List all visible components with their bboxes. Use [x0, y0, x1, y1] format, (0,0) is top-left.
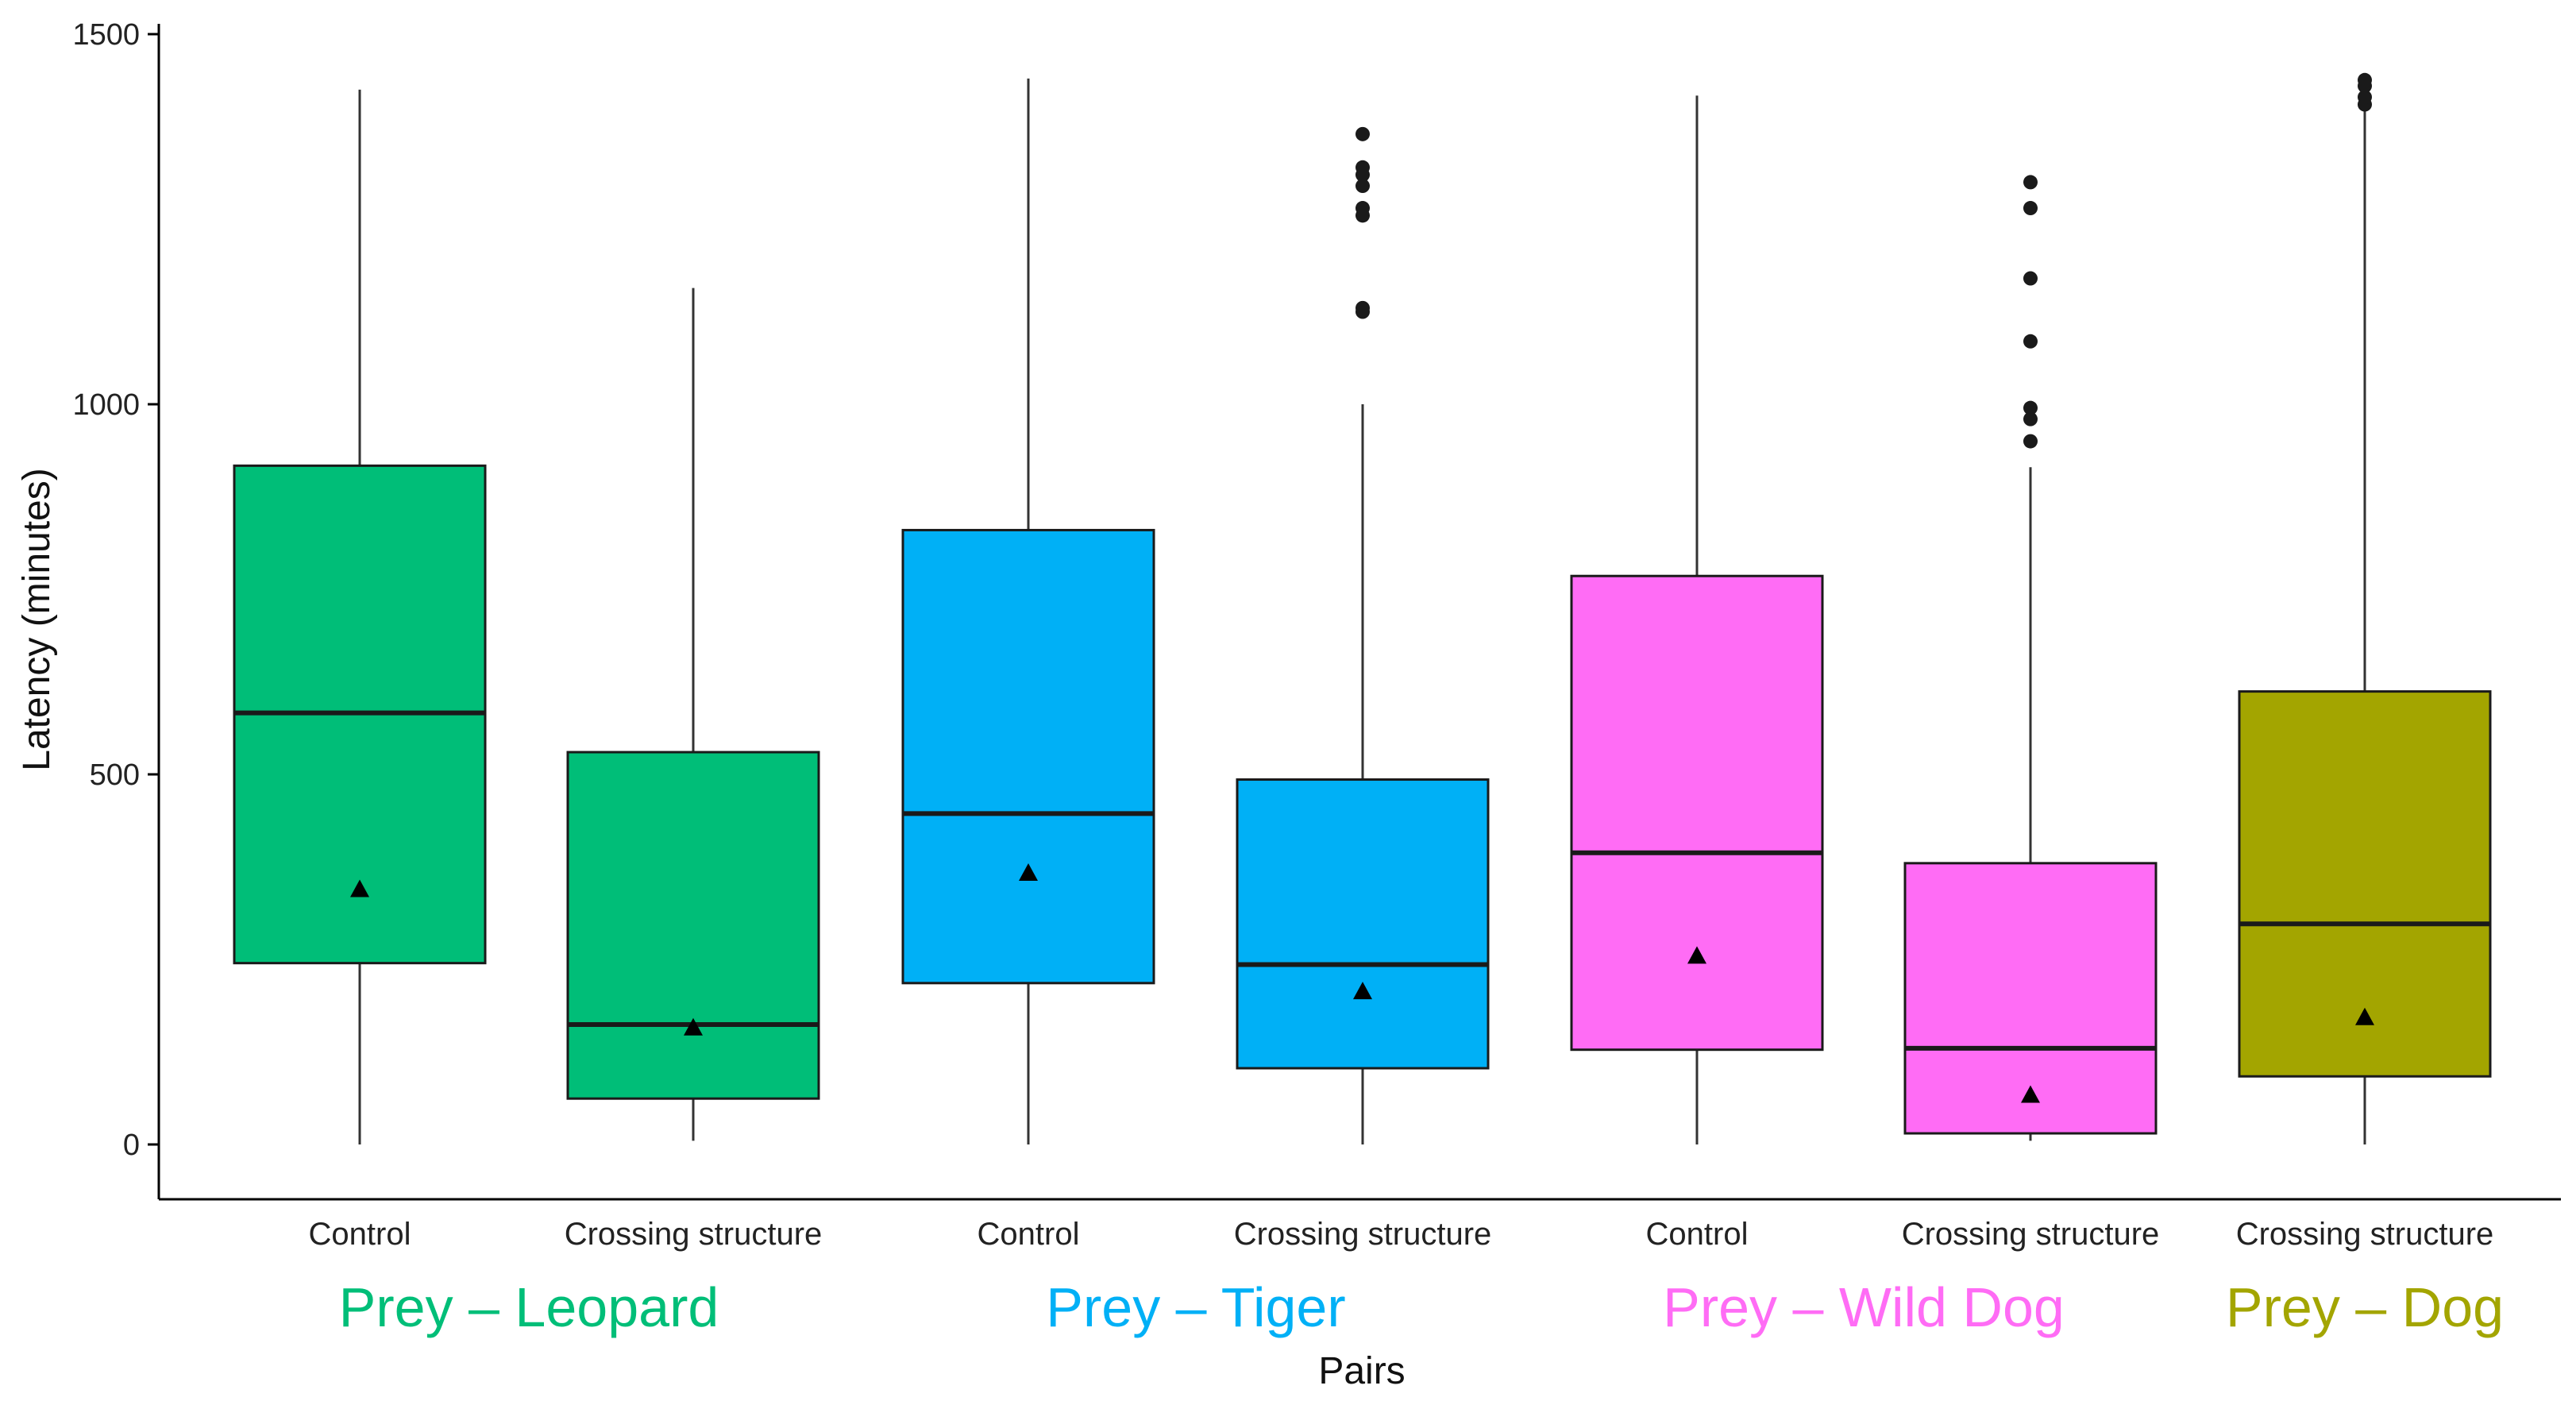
outlier-point [2023, 201, 2038, 216]
outlier-point [2023, 400, 2038, 415]
box-7 [2238, 72, 2492, 1144]
group-label: Prey – Tiger [1046, 1276, 1345, 1338]
outlier-point [2023, 334, 2038, 349]
box-3 [901, 78, 1155, 1144]
x-axis-title: Pairs [1318, 1350, 1405, 1392]
mean-triangle-marker [1353, 982, 1372, 1000]
iqr-box [1570, 574, 1824, 1052]
x-category-label: Crossing structure [1234, 1217, 1492, 1252]
iqr-box [1236, 778, 1490, 1070]
y-axis: 0 500 1000 1500 [72, 18, 160, 1199]
x-axis: Control Crossing structure Control Crossing… [159, 1198, 2561, 1252]
mean-triangle-marker [1019, 863, 1038, 881]
box-2 [566, 288, 820, 1141]
box-6 [1903, 175, 2158, 1141]
box-4 [1236, 126, 1490, 1144]
iqr-box [566, 751, 820, 1100]
iqr-box [901, 528, 1155, 985]
y-tick-label: 1000 [72, 388, 140, 422]
mean-triangle-marker [684, 1017, 703, 1036]
y-tick-label: 500 [90, 758, 140, 792]
group-labels: Prey – Leopard Prey – Tiger Prey – Wild Do… [339, 1276, 2504, 1338]
box-5 [1570, 95, 1824, 1144]
mean-triangle-marker [2021, 1085, 2040, 1103]
x-category-label: Control [1646, 1217, 1749, 1252]
outlier-point [1355, 179, 1370, 194]
outlier-point [2358, 72, 2372, 87]
mean-triangle-marker [2355, 1007, 2374, 1025]
mean-triangle-marker [350, 879, 369, 897]
y-axis-title: Latency (minutes) [16, 468, 58, 771]
outlier-point [2023, 411, 2038, 426]
box-1 [233, 89, 487, 1144]
x-category-label: Crossing structure [1902, 1217, 2160, 1252]
x-category-label: Control [309, 1217, 411, 1252]
outlier-point [2023, 434, 2038, 449]
outlier-point [1355, 300, 1370, 315]
outlier-point [1355, 201, 1370, 216]
outlier-point [1355, 126, 1370, 141]
x-category-label: Control [978, 1217, 1080, 1252]
y-tick-label: 1500 [72, 18, 140, 52]
group-label: Prey – Wild Dog [1663, 1276, 2065, 1338]
outlier-point [1355, 160, 1370, 175]
outlier-point [2023, 175, 2038, 190]
group-label: Prey – Dog [2226, 1276, 2504, 1338]
y-tick-label: 0 [123, 1129, 140, 1162]
group-label: Prey – Leopard [339, 1276, 719, 1338]
x-category-label: Crossing structure [565, 1217, 823, 1252]
plot-area [233, 72, 2492, 1144]
outlier-point [2023, 271, 2038, 286]
mean-triangle-marker [1687, 946, 1706, 964]
x-category-label: Crossing structure [2236, 1217, 2494, 1252]
outlier-point [2358, 90, 2372, 105]
